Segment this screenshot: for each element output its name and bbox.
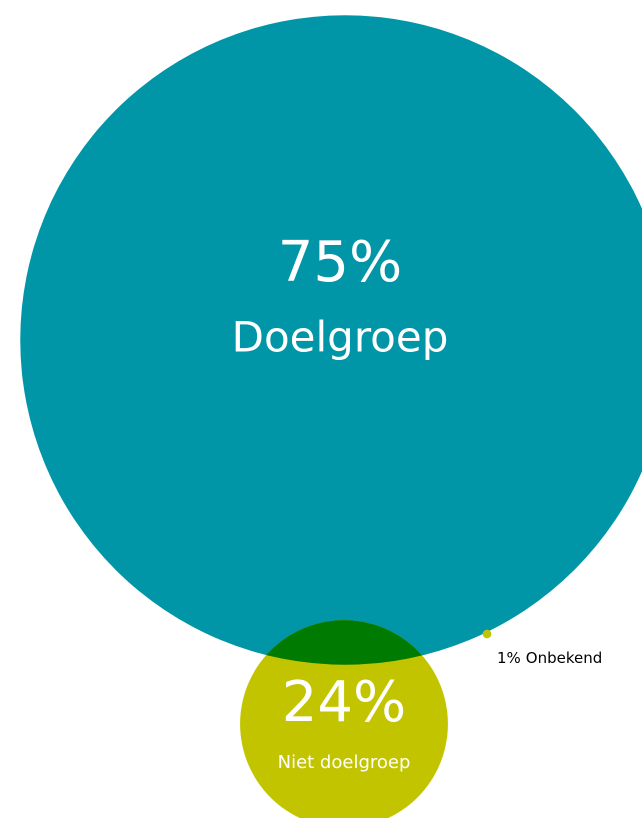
value-label: 75%: [278, 230, 402, 295]
small-label: 1% Onbekend: [497, 649, 602, 667]
bubble: [20, 15, 642, 665]
bubble: [240, 620, 448, 818]
category-label: Niet doelgroep: [278, 752, 411, 773]
category-label: Onbekend: [526, 649, 602, 667]
category-label: Doelgroep: [232, 313, 449, 362]
value-label: 24%: [282, 670, 406, 735]
value-label: 1%: [497, 649, 521, 667]
bubble: [482, 629, 492, 639]
